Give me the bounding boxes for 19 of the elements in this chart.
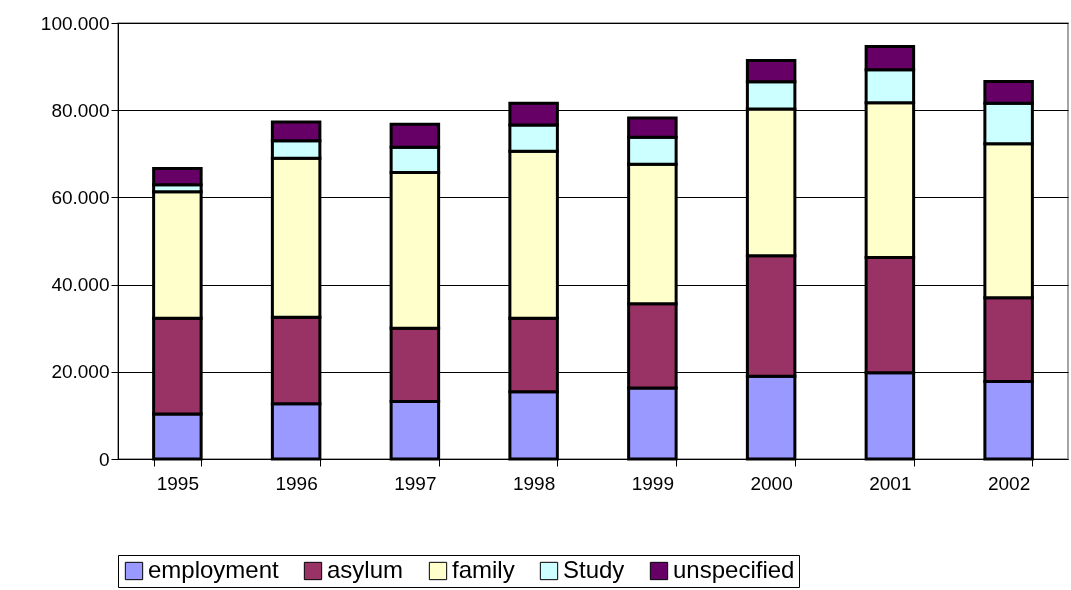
y-tick-label: 80.000 [51, 99, 110, 121]
x-tick-label: 1997 [394, 472, 437, 494]
x-tick-label: 1996 [275, 472, 318, 494]
legend-label: Study [563, 556, 625, 583]
y-tick-label: 40.000 [51, 274, 110, 296]
legend-label: family [452, 556, 515, 583]
y-tick-label: 60.000 [51, 186, 110, 208]
y-tick-label: 0 [98, 448, 110, 470]
x-tick-label: 2002 [987, 472, 1031, 494]
x-tick-label: 2000 [750, 472, 793, 494]
x-tick-label: 1998 [512, 472, 556, 494]
x-tick-label: 2001 [869, 472, 912, 494]
y-tick-label: 20.000 [51, 361, 110, 383]
x-tick-label: 1995 [156, 472, 200, 494]
legend-label: employment [148, 556, 280, 583]
x-tick-label: 1999 [631, 472, 675, 494]
y-tick-label: 100.000 [40, 12, 110, 34]
legend-label: asylum [327, 556, 404, 583]
legend-label: unspecified [673, 556, 795, 583]
